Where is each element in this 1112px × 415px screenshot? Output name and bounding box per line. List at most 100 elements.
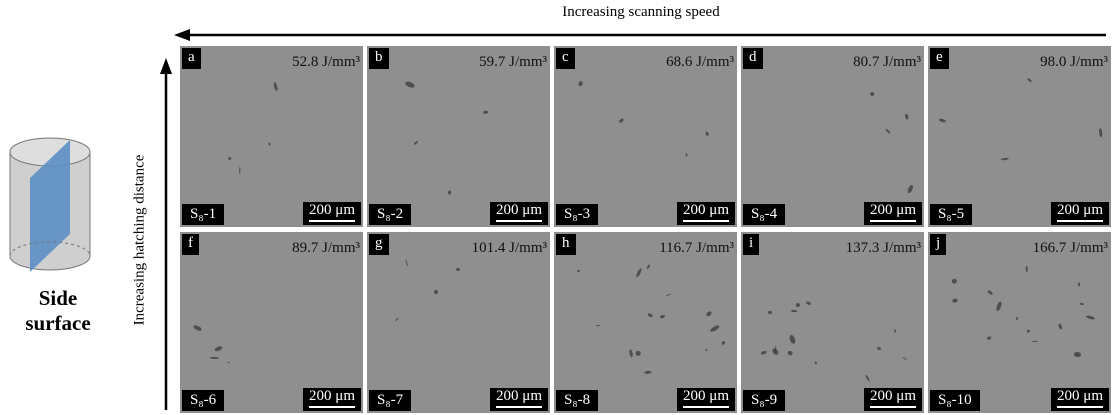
speck (1031, 341, 1038, 343)
speck (578, 80, 584, 87)
speck (705, 310, 713, 318)
speck (455, 267, 461, 272)
sample-name: S₈-2 (369, 204, 412, 225)
speck (619, 117, 625, 123)
side-label: surface (25, 311, 91, 335)
speck (902, 356, 908, 362)
speck (628, 349, 633, 358)
speck (995, 300, 1003, 312)
speck (705, 348, 708, 352)
speck (227, 156, 231, 160)
speck (1000, 157, 1009, 161)
speck (647, 312, 653, 318)
panel-letter: h (556, 234, 576, 255)
energy-density: 137.3 J/mm³ (845, 240, 921, 256)
speck (904, 113, 909, 120)
speck (876, 346, 883, 351)
panel-letter: j (930, 234, 947, 255)
hatch-label: Increasing hatching distance (131, 154, 148, 326)
speck (577, 270, 581, 273)
scale-box: 200 μm (490, 202, 548, 225)
speck (760, 350, 767, 355)
speck (448, 190, 452, 194)
sample-name: S₈-9 (743, 390, 786, 411)
scale-box: 200 μm (864, 202, 922, 225)
scale-box: 200 μm (1051, 388, 1109, 411)
speck (865, 374, 871, 383)
scale-box: 200 μm (303, 388, 361, 411)
speck (192, 324, 203, 333)
speck (659, 314, 666, 319)
speck (987, 289, 994, 296)
speck (1026, 329, 1031, 334)
energy-density: 98.0 J/mm³ (1040, 54, 1108, 70)
scale-box: 200 μm (1051, 202, 1109, 225)
scale-box: 200 μm (677, 388, 735, 411)
sample-name: S₈-8 (556, 390, 599, 411)
speck (226, 361, 231, 364)
speck (595, 325, 601, 327)
cylinder (9, 137, 91, 272)
speck (685, 153, 689, 157)
panel-letter: b (369, 48, 389, 69)
micrograph-panel: c 68.6 J/mm³ S₈-3 200 μm (554, 46, 737, 227)
micrograph-panel: i 137.3 J/mm³ S₈-9 200 μm (741, 232, 924, 413)
micrograph-panel: h 116.7 J/mm³ S₈-8 200 μm (554, 232, 737, 413)
panel-letter: d (743, 48, 763, 69)
panel-letter: a (182, 48, 201, 69)
speck (646, 264, 651, 270)
speck (795, 303, 800, 308)
scale-text: 200 μm (870, 202, 916, 218)
panel-letter: g (369, 234, 389, 255)
scale-bar (1057, 220, 1103, 222)
speck (767, 310, 772, 314)
speck (1079, 303, 1085, 306)
scale-bar (309, 406, 355, 408)
speck (1057, 323, 1063, 331)
speck (268, 142, 272, 146)
micrograph-panel: e 98.0 J/mm³ S₈-5 200 μm (928, 46, 1111, 227)
energy-density: 166.7 J/mm³ (1032, 240, 1108, 256)
micrograph-panel: b 59.7 J/mm³ S₈-2 200 μm (367, 46, 550, 227)
speck (885, 128, 891, 134)
micrograph-panel: a 52.8 J/mm³ S₈-1 200 μm (180, 46, 363, 227)
scale-bar (870, 220, 916, 222)
scale-text: 200 μm (1057, 388, 1103, 404)
speck (666, 293, 672, 297)
hatch-arrowhead (160, 58, 172, 74)
micrograph-panel: d 80.7 J/mm³ S₈-4 200 μm (741, 46, 924, 227)
scale-text: 200 μm (870, 388, 916, 404)
speck (1085, 314, 1096, 320)
scale-bar (683, 406, 729, 408)
energy-density: 59.7 J/mm³ (479, 54, 547, 70)
speck (1026, 266, 1029, 272)
speck (950, 277, 958, 285)
scale-box: 200 μm (303, 202, 361, 225)
speck (771, 347, 780, 356)
speck (238, 166, 240, 175)
speck (209, 356, 220, 360)
scale-text: 200 μm (496, 388, 542, 404)
scan-label: Increasing scanning speed (562, 4, 720, 20)
speck (806, 300, 812, 306)
speck (272, 82, 279, 92)
scale-text: 200 μm (309, 388, 355, 404)
speck (986, 335, 991, 340)
sample-name: S₈-1 (182, 204, 225, 225)
speck (1077, 282, 1080, 287)
scale-bar (309, 220, 355, 222)
micrograph-panel: f 89.7 J/mm³ S₈-6 200 μm (180, 232, 363, 413)
speck (906, 184, 915, 195)
scale-text: 200 μm (683, 202, 729, 218)
sample-name: S₈-4 (743, 204, 786, 225)
energy-density: 89.7 J/mm³ (292, 240, 360, 256)
speck (394, 317, 400, 323)
sample-name: S₈-7 (369, 390, 412, 411)
energy-density: 80.7 J/mm³ (853, 54, 921, 70)
speck (433, 288, 439, 295)
speck (1015, 316, 1019, 321)
speck (938, 118, 947, 123)
speck (788, 334, 797, 345)
scale-box: 200 μm (490, 388, 548, 411)
